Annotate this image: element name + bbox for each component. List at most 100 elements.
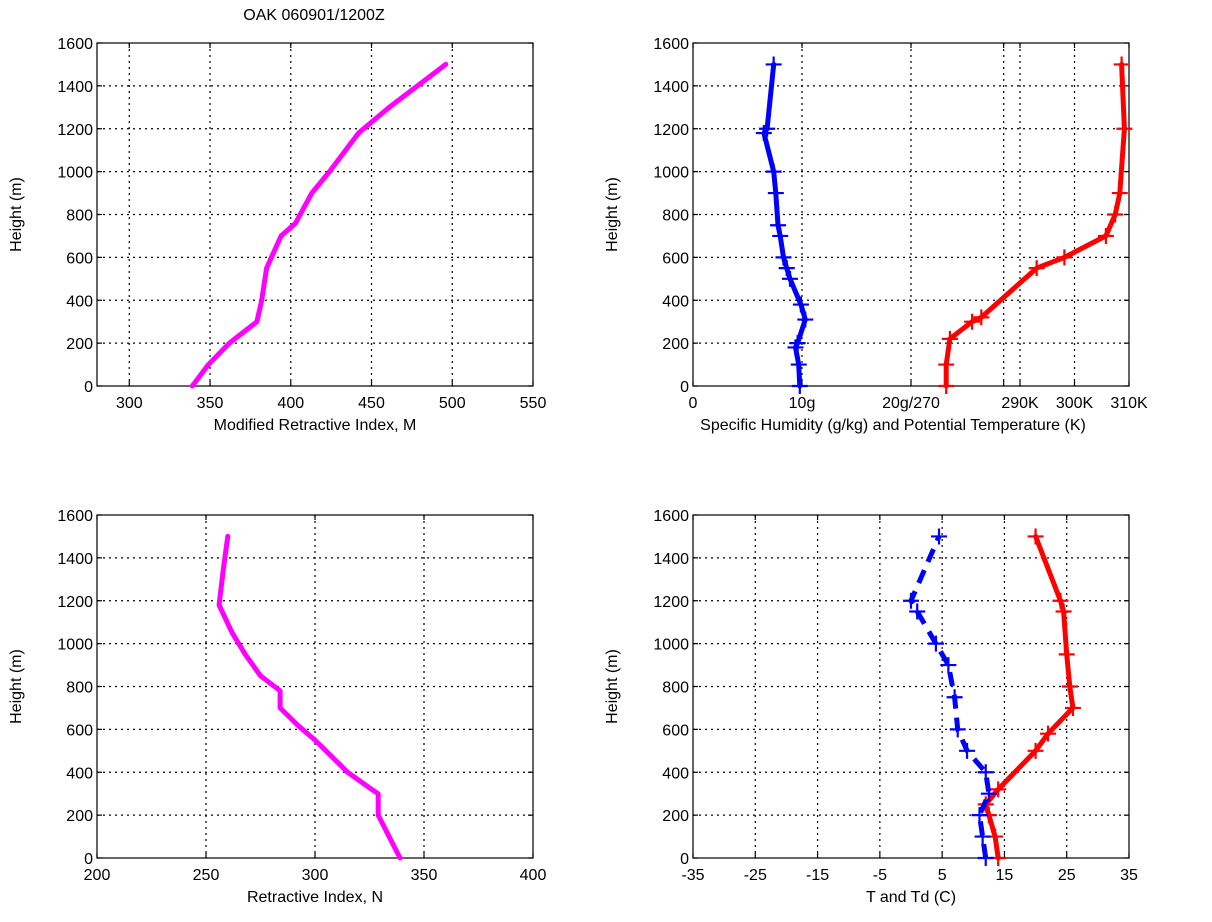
data-point-marker bbox=[980, 785, 997, 802]
data-point-marker bbox=[941, 330, 958, 347]
y-tick-label: 400 bbox=[662, 293, 689, 310]
y-tick-label: 200 bbox=[662, 808, 689, 825]
y-tick-label: 1000 bbox=[57, 165, 93, 182]
data-point-marker bbox=[977, 850, 994, 866]
y-tick-label: 1600 bbox=[57, 508, 93, 525]
data-point-marker bbox=[772, 227, 789, 244]
data-point-marker bbox=[770, 217, 787, 234]
data-point-marker bbox=[909, 603, 926, 620]
data-point-marker bbox=[931, 528, 948, 545]
data-point-marker bbox=[1058, 646, 1075, 663]
series-line bbox=[189, 61, 449, 389]
data-point-marker bbox=[974, 828, 991, 845]
data-point-marker bbox=[790, 356, 807, 373]
series-line bbox=[943, 61, 1127, 389]
x-tick-label: 0 bbox=[689, 395, 698, 412]
chart-panel-refractive-index: 200 250 300 350 4000200400600800100012001400… bbox=[8, 508, 546, 906]
y-tick-label: 600 bbox=[662, 250, 689, 267]
x-axis-label: Specific Humidity (g/kg) and Potential T… bbox=[700, 417, 1086, 434]
x-tick-label: 350 bbox=[411, 867, 438, 884]
data-point-marker bbox=[1028, 260, 1045, 277]
x-tick-label: 200 bbox=[84, 867, 111, 884]
data-point-marker bbox=[1107, 206, 1124, 223]
data-point-marker bbox=[1064, 699, 1081, 716]
y-axis-label: Height (m) bbox=[8, 177, 25, 252]
y-tick-label: 600 bbox=[662, 722, 689, 739]
chart-panel-humidity-potential-temperature: 0 10g 20g/270 290K 300K 310K 0 200 400 600 800 1000… bbox=[604, 36, 1148, 434]
y-tick-label: 200 bbox=[66, 808, 93, 825]
data-point-marker bbox=[782, 270, 799, 287]
x-tick-label: 25 bbox=[1058, 867, 1076, 884]
y-tick-label: 600 bbox=[66, 250, 93, 267]
y-axis-label: Height (m) bbox=[8, 649, 25, 724]
y-tick-label: 1600 bbox=[653, 508, 689, 525]
series-line bbox=[216, 533, 403, 861]
data-point-marker bbox=[903, 592, 919, 609]
y-tick-label: 600 bbox=[66, 722, 93, 739]
data-point-marker bbox=[977, 764, 994, 781]
data-point-marker bbox=[775, 249, 792, 266]
data-point-marker bbox=[946, 689, 963, 706]
data-point-marker bbox=[940, 657, 957, 674]
y-tick-label: 1200 bbox=[653, 122, 689, 139]
y-tick-label: 200 bbox=[66, 336, 93, 353]
y-tick-label: 1000 bbox=[653, 637, 689, 654]
x-tick-label: -15 bbox=[806, 867, 829, 884]
x-tick-label: 400 bbox=[277, 395, 304, 412]
y-tick-label: 0 bbox=[680, 379, 689, 396]
x-tick-label: 300 bbox=[302, 867, 329, 884]
y-tick-label: 1200 bbox=[57, 122, 93, 139]
data-point-marker bbox=[1027, 528, 1044, 545]
chart-panel-temperature-dewpoint: -35 -25 -15 -5 5 15 25 35 0 200 400 600 800 1000 1200 1… bbox=[604, 508, 1138, 906]
data-point-marker bbox=[767, 185, 784, 202]
data-point-marker bbox=[1061, 678, 1078, 695]
y-tick-label: 200 bbox=[662, 336, 689, 353]
y-tick-label: 1000 bbox=[653, 165, 689, 182]
data-point-marker bbox=[792, 296, 809, 313]
x-tick-label: -5 bbox=[873, 867, 887, 884]
x-tick-label: 450 bbox=[358, 395, 385, 412]
x-axis-label: Modified Retractive Index, M bbox=[214, 417, 417, 434]
data-point-marker bbox=[797, 311, 814, 328]
y-tick-label: 1600 bbox=[57, 36, 93, 53]
x-tick-label: 400 bbox=[520, 867, 547, 884]
data-point-marker bbox=[778, 260, 795, 277]
data-point-marker bbox=[938, 378, 955, 394]
data-point-marker bbox=[1056, 249, 1073, 266]
y-tick-label: 800 bbox=[66, 208, 93, 225]
data-point-marker bbox=[990, 781, 1007, 798]
data-point-marker bbox=[973, 309, 990, 326]
y-axis-label: Height (m) bbox=[604, 177, 621, 252]
y-tick-label: 400 bbox=[66, 293, 93, 310]
data-point-marker bbox=[1040, 725, 1057, 742]
x-tick-label: 300 bbox=[116, 395, 143, 412]
data-point-marker bbox=[1055, 603, 1072, 620]
data-point-marker bbox=[959, 742, 976, 759]
data-point-marker bbox=[787, 339, 804, 356]
x-tick-label: 550 bbox=[520, 395, 547, 412]
y-tick-label: 1000 bbox=[57, 637, 93, 654]
data-point-marker bbox=[971, 807, 988, 824]
y-tick-label: 1400 bbox=[653, 551, 689, 568]
data-point-marker bbox=[1097, 227, 1114, 244]
x-tick-label: 310K bbox=[1110, 395, 1148, 412]
y-tick-label: 400 bbox=[66, 765, 93, 782]
data-point-marker bbox=[759, 120, 776, 137]
data-point-marker bbox=[1111, 185, 1128, 202]
y-tick-label: 1400 bbox=[653, 79, 689, 96]
y-tick-label: 1600 bbox=[653, 36, 689, 53]
x-tick-label: 5 bbox=[938, 867, 947, 884]
data-point-marker bbox=[938, 356, 955, 373]
y-tick-label: 800 bbox=[66, 680, 93, 697]
data-point-marker bbox=[1113, 56, 1130, 73]
x-tick-label: 15 bbox=[996, 867, 1014, 884]
x-tick-label: -25 bbox=[744, 867, 767, 884]
x-tick-label: 20g/270 bbox=[882, 395, 940, 412]
data-point-marker bbox=[765, 163, 782, 180]
y-tick-label: 0 bbox=[680, 851, 689, 868]
x-tick-label: 250 bbox=[193, 867, 220, 884]
chart-panel-modified-refractive-index: 300 350 400 450 500 550 0 200 400 600 800 1000 1200 1… bbox=[8, 36, 546, 434]
data-point-marker bbox=[949, 721, 966, 738]
y-tick-label: 0 bbox=[84, 379, 93, 396]
